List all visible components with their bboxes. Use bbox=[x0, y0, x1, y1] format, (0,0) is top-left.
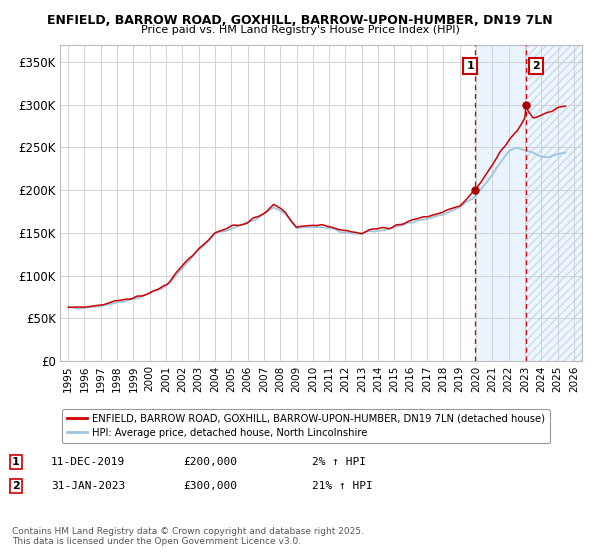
Bar bbox=[475, 45, 526, 361]
Text: 21% ↑ HPI: 21% ↑ HPI bbox=[312, 481, 373, 491]
Text: £300,000: £300,000 bbox=[183, 481, 237, 491]
Text: £200,000: £200,000 bbox=[183, 457, 237, 467]
Text: Price paid vs. HM Land Registry's House Price Index (HPI): Price paid vs. HM Land Registry's House … bbox=[140, 25, 460, 35]
Text: 1: 1 bbox=[12, 457, 20, 467]
Text: Contains HM Land Registry data © Crown copyright and database right 2025.
This d: Contains HM Land Registry data © Crown c… bbox=[12, 526, 364, 546]
Text: 2% ↑ HPI: 2% ↑ HPI bbox=[312, 457, 366, 467]
Text: 11-DEC-2019: 11-DEC-2019 bbox=[51, 457, 125, 467]
Legend: ENFIELD, BARROW ROAD, GOXHILL, BARROW-UPON-HUMBER, DN19 7LN (detached house), HP: ENFIELD, BARROW ROAD, GOXHILL, BARROW-UP… bbox=[62, 409, 550, 443]
Text: 2: 2 bbox=[532, 61, 540, 71]
Bar bbox=[526, 45, 582, 361]
Text: 2: 2 bbox=[12, 481, 20, 491]
Text: ENFIELD, BARROW ROAD, GOXHILL, BARROW-UPON-HUMBER, DN19 7LN: ENFIELD, BARROW ROAD, GOXHILL, BARROW-UP… bbox=[47, 14, 553, 27]
Text: 1: 1 bbox=[466, 61, 474, 71]
Bar bbox=[526, 45, 582, 361]
Text: 31-JAN-2023: 31-JAN-2023 bbox=[51, 481, 125, 491]
